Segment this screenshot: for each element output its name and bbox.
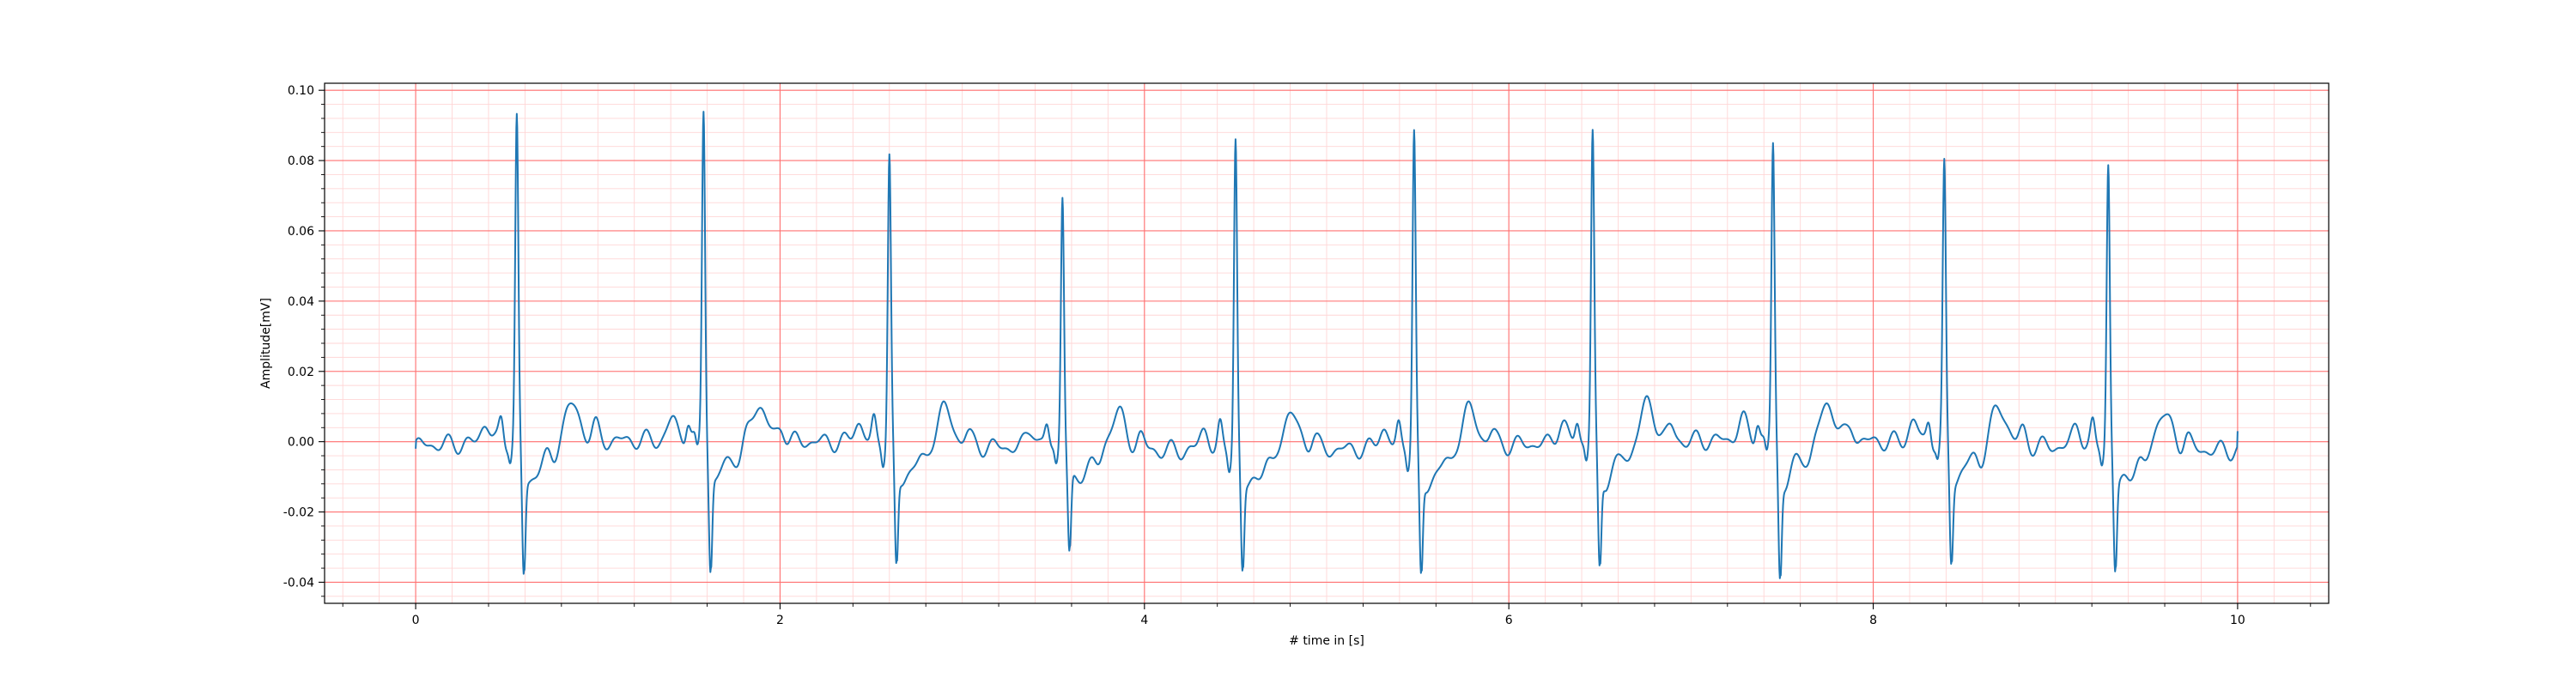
- x-tick-label: 6: [1505, 614, 1513, 627]
- x-tick-label: 8: [1869, 614, 1877, 627]
- y-tick-label: -0.02: [283, 506, 314, 520]
- y-tick-label: 0.02: [288, 366, 314, 379]
- y-tick-label: 0.08: [288, 154, 314, 168]
- x-tick-label: 2: [776, 614, 784, 627]
- y-tick-label: 0.04: [288, 295, 314, 309]
- minor-grid: [325, 83, 2329, 603]
- x-axis-title: # time in [s]: [1289, 634, 1364, 648]
- y-tick-label: -0.04: [283, 576, 314, 590]
- y-tick-label: 0.00: [288, 436, 314, 450]
- y-axis-ticks: -0.04 -0.02 0.00 0.02 0.04 0.06 0.08 0.10: [283, 84, 325, 596]
- x-tick-label: 10: [2230, 614, 2245, 627]
- y-tick-label: 0.06: [288, 225, 314, 239]
- x-tick-label: 4: [1140, 614, 1148, 627]
- y-axis-title: Amplitude[mV]: [259, 298, 273, 389]
- x-axis-ticks: 0 2 4 6 8 10: [343, 603, 2311, 627]
- y-tick-label: 0.10: [288, 84, 314, 98]
- x-tick-label: 0: [412, 614, 420, 627]
